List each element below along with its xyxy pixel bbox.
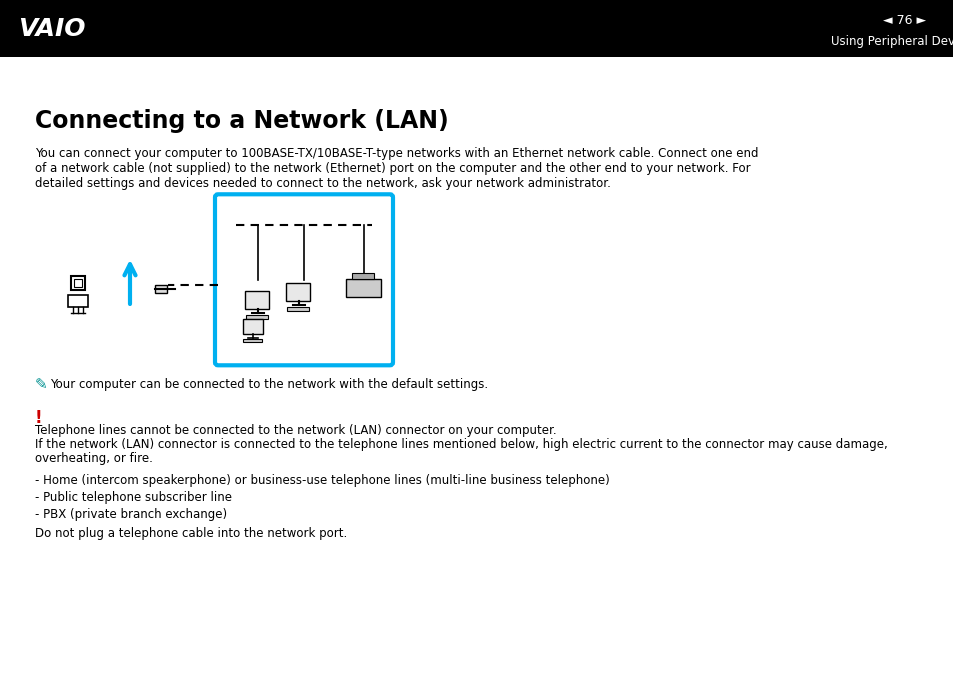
Bar: [246, 315, 268, 319]
Text: Your computer can be connected to the network with the default settings.: Your computer can be connected to the ne…: [50, 378, 488, 392]
Text: Connecting to a Network (LAN): Connecting to a Network (LAN): [35, 109, 448, 133]
Bar: [68, 295, 88, 307]
Text: ◄ 76 ►: ◄ 76 ►: [882, 13, 925, 26]
Text: overheating, or fire.: overheating, or fire.: [35, 452, 152, 465]
Text: - PBX (private branch exchange): - PBX (private branch exchange): [35, 508, 227, 521]
Text: Do not plug a telephone cable into the network port.: Do not plug a telephone cable into the n…: [35, 527, 347, 541]
Bar: [346, 279, 380, 297]
Text: !: !: [35, 409, 43, 427]
Text: detailed settings and devices needed to connect to the network, ask your network: detailed settings and devices needed to …: [35, 177, 610, 190]
Text: Using Peripheral Devices: Using Peripheral Devices: [831, 35, 953, 48]
Text: - Public telephone subscriber line: - Public telephone subscriber line: [35, 491, 232, 504]
Bar: [245, 291, 269, 309]
Text: - Home (intercom speakerphone) or business-use telephone lines (multi-line busin: - Home (intercom speakerphone) or busine…: [35, 474, 609, 487]
Bar: [74, 279, 82, 287]
Bar: [0, 0, 953, 57]
Bar: [286, 283, 310, 301]
Text: ✎: ✎: [35, 377, 48, 392]
Text: Telephone lines cannot be connected to the network (LAN) connector on your compu: Telephone lines cannot be connected to t…: [35, 425, 556, 437]
Bar: [287, 307, 309, 311]
Text: You can connect your computer to 100BASE-TX/10BASE-T-type networks with an Ether: You can connect your computer to 100BASE…: [35, 148, 758, 160]
Bar: [243, 319, 263, 334]
Text: VAIO: VAIO: [18, 17, 86, 40]
Bar: [154, 285, 167, 293]
FancyBboxPatch shape: [214, 194, 393, 365]
Bar: [352, 273, 374, 279]
Bar: [243, 339, 262, 342]
Text: of a network cable (not supplied) to the network (Ethernet) port on the computer: of a network cable (not supplied) to the…: [35, 162, 750, 175]
Bar: [71, 276, 85, 290]
Text: If the network (LAN) connector is connected to the telephone lines mentioned bel: If the network (LAN) connector is connec…: [35, 438, 887, 452]
